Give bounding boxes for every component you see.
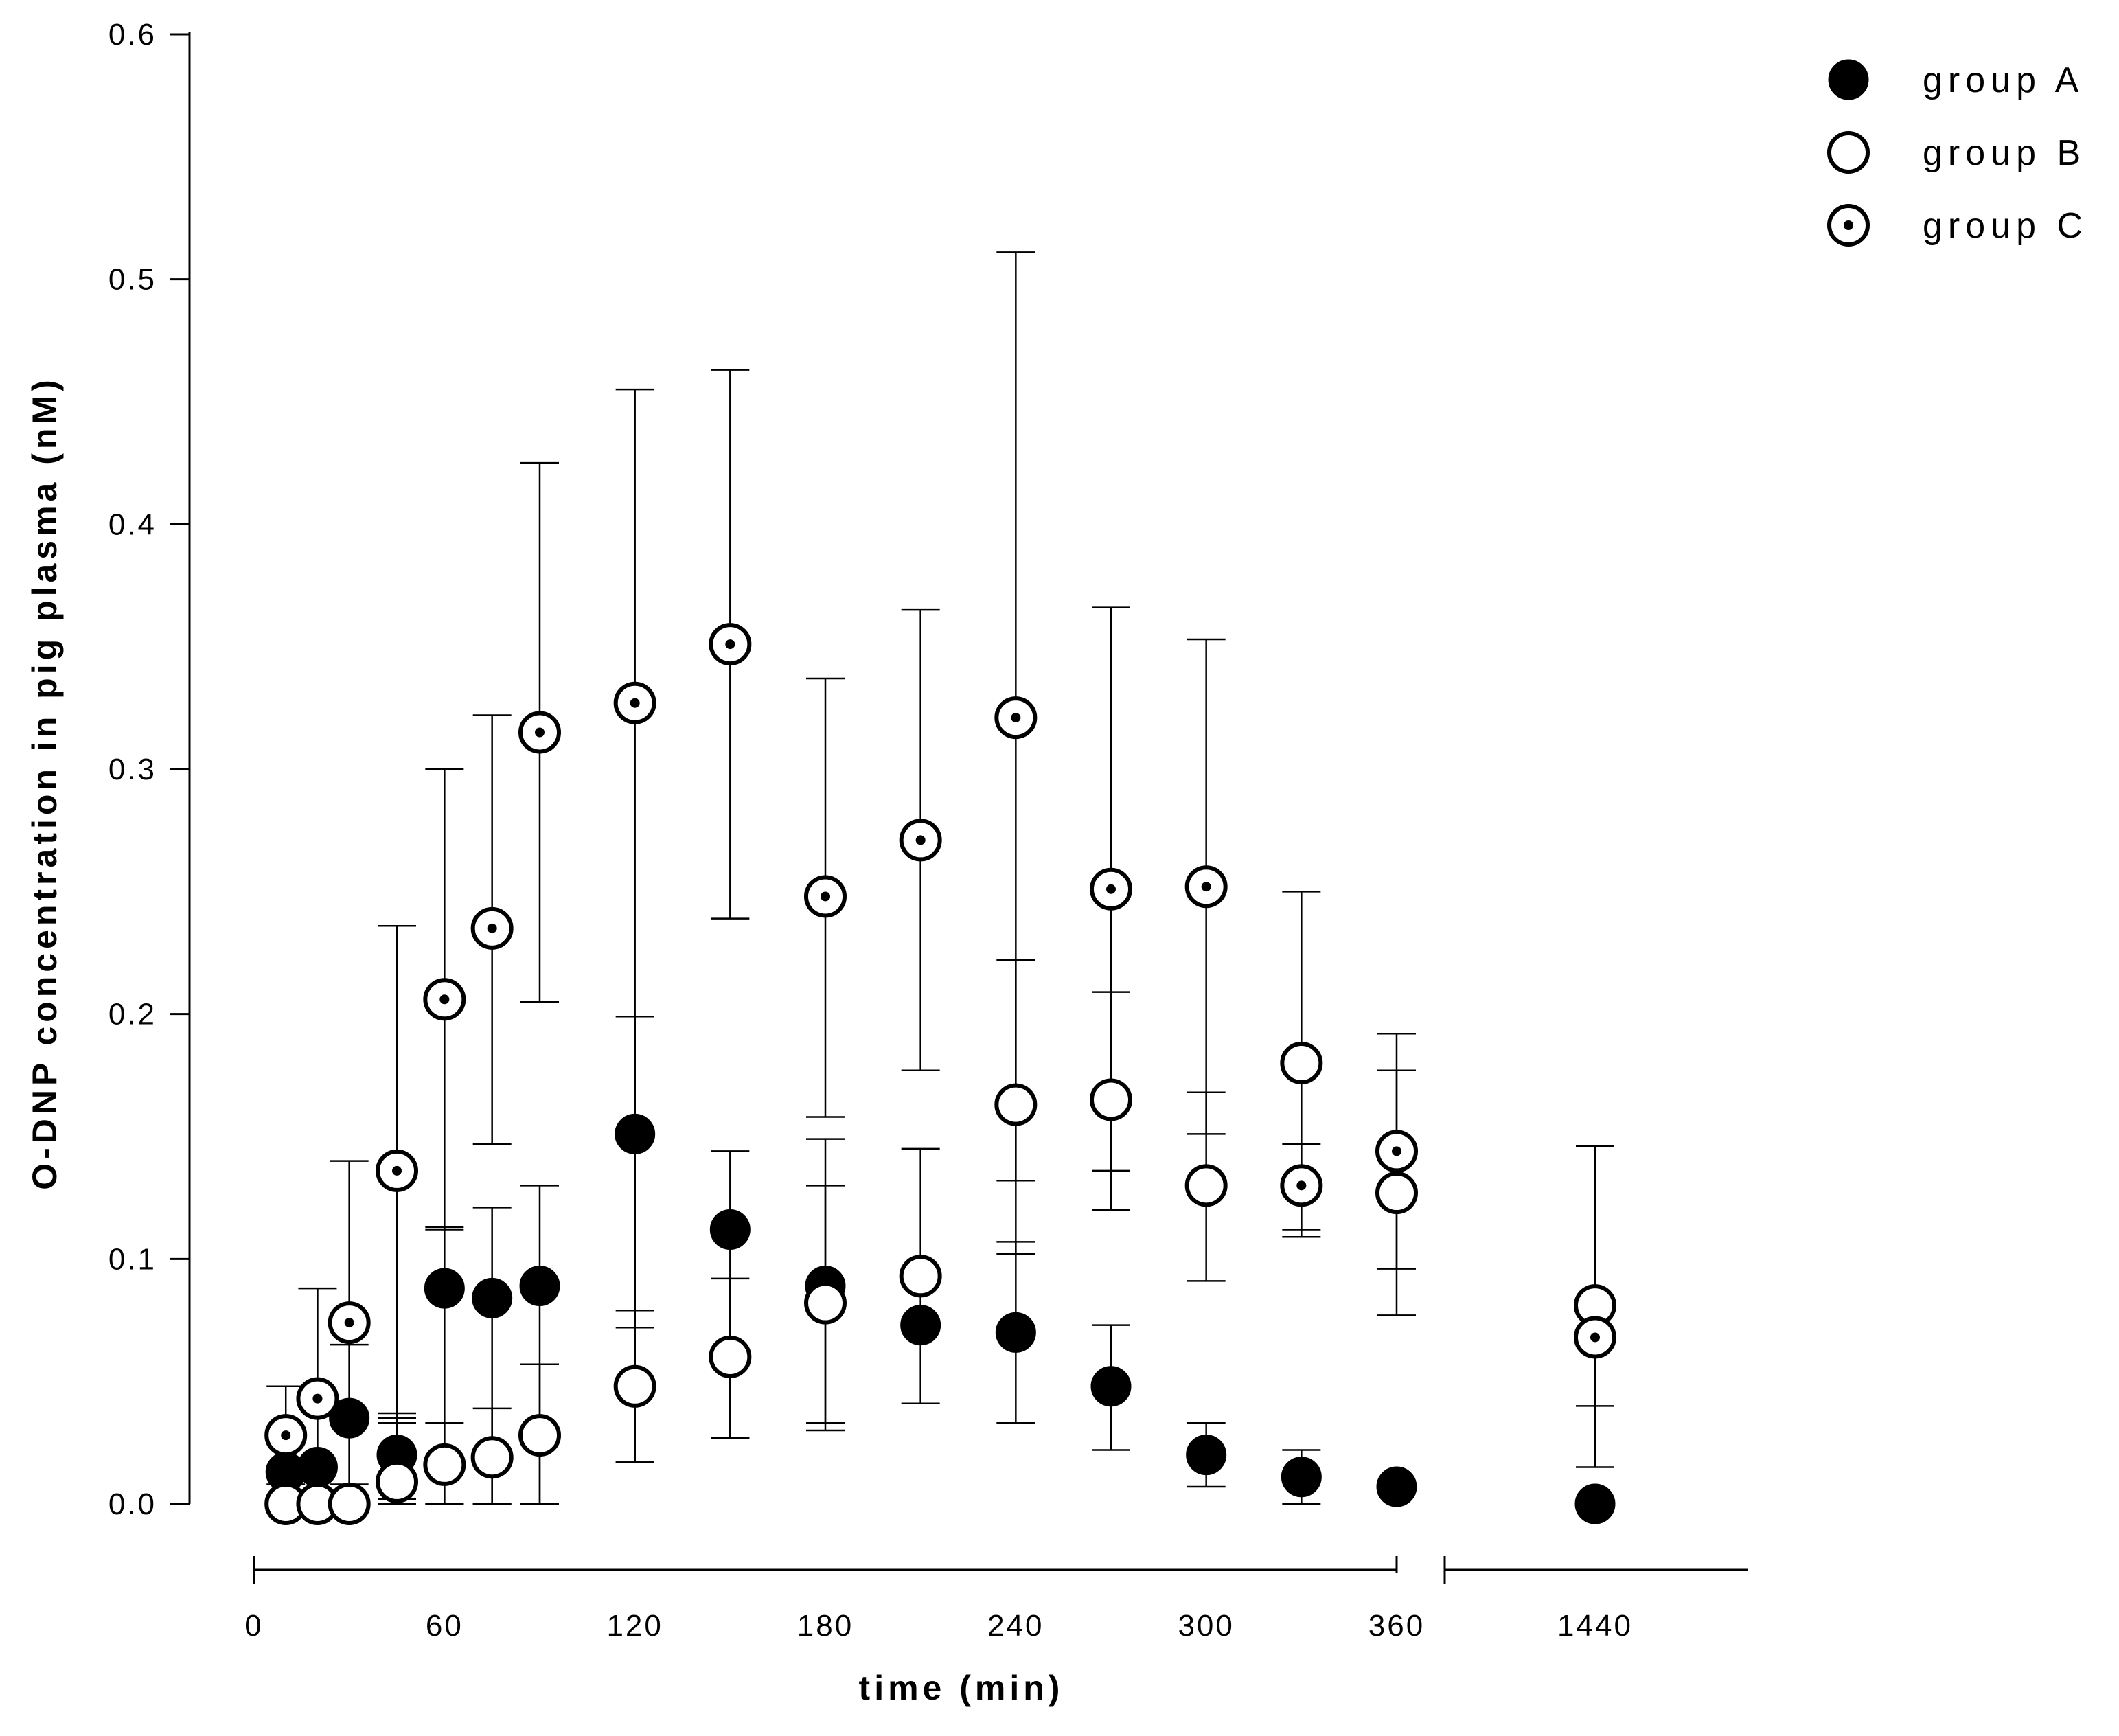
point-group-a: [1090, 1366, 1132, 1407]
point-group-b: [470, 1436, 514, 1479]
point-group-c-center: [312, 1393, 323, 1404]
point-group-c-center: [1011, 713, 1021, 723]
point-group-b: [709, 1336, 752, 1378]
point-group-b: [1280, 1042, 1323, 1084]
point-group-c-center: [535, 727, 545, 738]
point-group-c-center: [1106, 884, 1116, 894]
y-tick-label: 0.1: [108, 1242, 157, 1276]
legend-label-group-b: group B: [1923, 133, 2086, 173]
point-group-b: [994, 1083, 1038, 1126]
point-group-c-center: [1590, 1332, 1600, 1343]
point-group-b: [423, 1443, 466, 1486]
point-group-b: [899, 1255, 942, 1298]
x-tick-label: 120: [606, 1609, 663, 1643]
x-tick-label: 300: [1178, 1609, 1234, 1643]
point-group-c-center: [392, 1165, 402, 1176]
legend-marker-group-b: [1827, 131, 1870, 174]
y-tick-label: 0.5: [108, 263, 157, 297]
legend: group A group B group C: [1827, 59, 2088, 247]
point-group-a: [1376, 1466, 1417, 1507]
point-group-a: [424, 1268, 465, 1309]
point-group-c-center: [1296, 1180, 1307, 1191]
y-tick-label: 0.2: [108, 998, 157, 1031]
marker-layer: [264, 623, 1616, 1525]
x-tick-label: 60: [426, 1609, 463, 1643]
point-group-b: [804, 1281, 847, 1325]
point-group-c-center: [281, 1430, 291, 1441]
point-group-b: [1090, 1078, 1132, 1121]
point-group-c-center: [915, 835, 926, 845]
point-group-b: [1375, 1172, 1418, 1215]
point-group-c-center: [630, 698, 640, 708]
x-tick-label: 180: [797, 1609, 854, 1643]
point-group-b: [1184, 1164, 1228, 1207]
point-group-a: [709, 1209, 751, 1250]
legend-marker-group-a: [1828, 59, 1869, 100]
legend-marker-group-c-center: [1844, 220, 1853, 230]
point-group-a: [1574, 1483, 1616, 1524]
point-group-a: [329, 1397, 370, 1439]
x-tick-label: 1440: [1557, 1609, 1633, 1643]
point-group-b: [613, 1364, 656, 1408]
point-group-c-center: [1201, 882, 1211, 892]
legend-label-group-c: group C: [1923, 206, 2088, 246]
point-group-c-center: [487, 923, 497, 933]
x-axis-ticks: 0 60 120 180 240 300 360 1440: [244, 1556, 1633, 1643]
point-group-c-center: [439, 994, 450, 1005]
y-tick-label: 0.6: [108, 18, 157, 52]
point-group-a: [519, 1266, 560, 1307]
legend-label-group-a: group A: [1923, 60, 2084, 100]
x-axis-title: time (min): [859, 1669, 1064, 1707]
point-group-c-center: [344, 1318, 354, 1328]
point-group-a: [615, 1113, 656, 1154]
y-tick-label: 0.0: [108, 1487, 157, 1521]
point-group-b: [376, 1460, 418, 1503]
error-bar-layer: [266, 251, 1614, 1505]
point-group-a: [995, 1312, 1036, 1353]
point-group-a: [1281, 1457, 1322, 1498]
point-group-c-center: [1392, 1146, 1401, 1156]
y-tick-label: 0.4: [108, 507, 157, 541]
point-group-c-center: [725, 639, 735, 650]
point-group-c-center: [821, 891, 830, 902]
point-group-b: [518, 1414, 561, 1457]
y-axis-ticks: 0.0 0.1 0.2 0.3 0.4 0.5 0.6: [108, 18, 190, 1521]
y-tick-label: 0.3: [108, 753, 157, 786]
x-tick-label: 0: [244, 1609, 263, 1643]
point-group-b: [328, 1483, 371, 1525]
point-group-a: [297, 1447, 338, 1487]
point-group-a: [1186, 1435, 1227, 1476]
x-tick-label: 360: [1368, 1609, 1425, 1643]
point-group-a: [900, 1305, 941, 1346]
point-group-a: [472, 1277, 513, 1318]
y-axis-title: O-DNP concentration in pig plasma (nM): [25, 376, 64, 1189]
x-tick-label: 240: [987, 1609, 1044, 1643]
